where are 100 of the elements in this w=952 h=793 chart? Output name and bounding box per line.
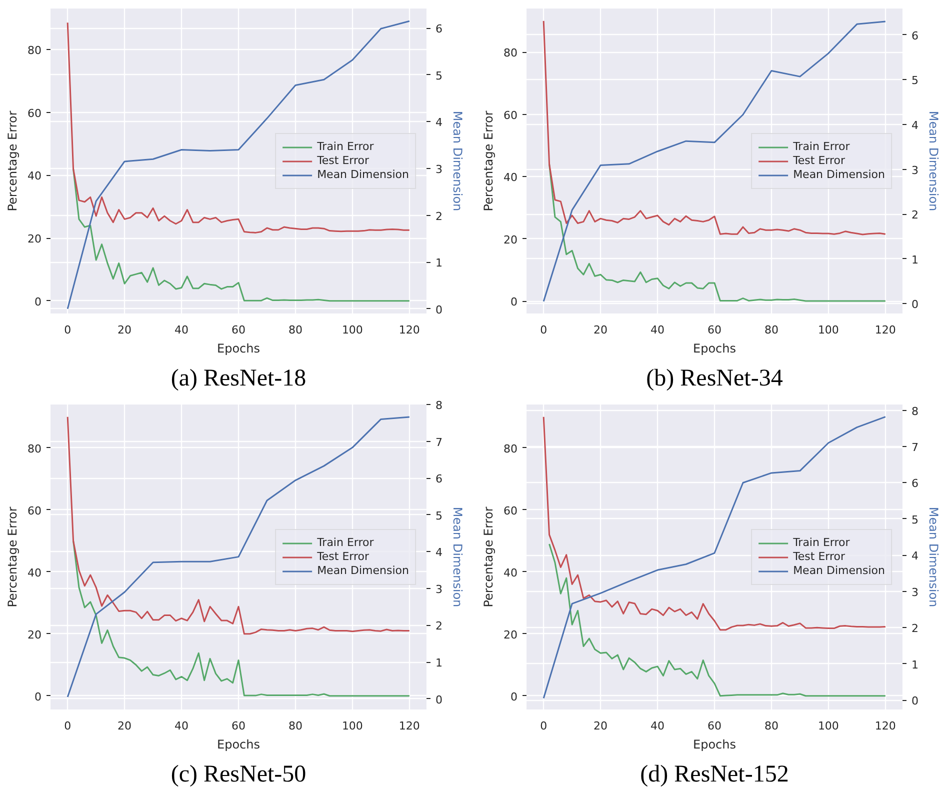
y2-tick-label: 2	[912, 622, 918, 636]
x-tick-label: 100	[818, 720, 839, 732]
text: (a) ResNet-18	[170, 366, 306, 392]
y2-axis-title: Mean Dimension	[926, 110, 940, 212]
y2-tick-label: 4	[436, 116, 442, 130]
y2-tick-label: 5	[436, 69, 442, 82]
y2-tick-label: 5	[912, 74, 918, 88]
y-axis-title: Percentage Error	[482, 506, 496, 608]
y-tick-label: 60	[504, 504, 518, 518]
x-tick-label: 40	[650, 324, 665, 336]
y-tick-label: 80	[28, 44, 42, 57]
y2-tick-label: 2	[436, 620, 442, 633]
x-tick-label: 20	[594, 324, 608, 336]
x-tick-label: 60	[708, 720, 722, 732]
y2-tick-label: 1	[436, 256, 442, 270]
x-tick-label: 80	[764, 720, 778, 732]
y-tick-label: 40	[28, 170, 42, 183]
y2-tick-label: 6	[912, 477, 918, 490]
x-axis-title: Epochs	[217, 738, 260, 752]
text: (c) ResNet-50	[170, 762, 306, 788]
y2-tick-label: 8	[912, 404, 918, 418]
y2-tick-label: 1	[912, 253, 918, 266]
y-tick-label: 20	[28, 628, 42, 642]
y2-tick-label: 6	[436, 472, 442, 486]
y-axis-title: Percentage Error	[482, 110, 496, 212]
y2-tick-label: 8	[436, 399, 442, 412]
y2-tick-label: 6	[436, 22, 442, 36]
legend-label: Test Error	[317, 154, 370, 168]
x-tick-label: 120	[874, 324, 896, 336]
y-tick-label: 40	[28, 566, 42, 580]
y-tick-label: 0	[34, 690, 42, 704]
x-tick-label: 20	[118, 324, 132, 336]
x-tick-label: 100	[342, 720, 363, 732]
legend-label: Test Error	[317, 550, 370, 564]
y-tick-label: 20	[28, 232, 42, 246]
x-tick-label: 20	[594, 720, 608, 732]
x-tick-label: 120	[398, 720, 420, 732]
x-tick-label: 40	[650, 720, 665, 732]
legend-label: Mean Dimension	[793, 168, 885, 182]
y2-tick-label: 6	[912, 29, 918, 42]
legend-label: Train Error	[317, 536, 374, 550]
x-tick-label: 80	[764, 324, 778, 336]
y2-tick-label: 5	[436, 509, 442, 522]
y2-axis-title: Mean Dimension	[926, 506, 940, 608]
x-tick-label: 0	[64, 324, 72, 336]
y2-axis-title: Mean Dimension	[450, 110, 464, 212]
y2-tick-label: 0	[436, 303, 442, 316]
legend-label: Train Error	[317, 140, 374, 154]
y2-tick-label: 5	[912, 513, 918, 526]
y2-tick-label: 0	[912, 694, 918, 708]
x-tick-label: 0	[540, 720, 548, 732]
y-tick-label: 0	[510, 296, 518, 309]
y-tick-label: 40	[504, 171, 518, 184]
y2-tick-label: 3	[436, 582, 442, 596]
y2-tick-label: 1	[436, 656, 442, 670]
y-tick-label: 40	[504, 566, 518, 580]
y-tick-label: 80	[504, 442, 518, 456]
y-tick-label: 60	[28, 106, 42, 120]
y2-tick-label: 1	[912, 658, 918, 672]
y2-tick-label: 7	[436, 436, 442, 449]
y2-tick-label: 3	[912, 586, 918, 599]
y2-tick-label: 0	[912, 298, 918, 312]
y-tick-label: 60	[28, 504, 42, 518]
x-tick-label: 120	[874, 720, 896, 732]
x-tick-label: 80	[288, 324, 302, 336]
y-tick-label: 0	[34, 295, 42, 308]
x-tick-label: 100	[342, 324, 363, 336]
y-tick-label: 60	[504, 108, 518, 122]
x-tick-label: 0	[64, 720, 72, 732]
x-tick-label: 100	[818, 324, 839, 336]
text: (b) ResNet-34	[646, 366, 783, 392]
x-tick-label: 120	[398, 324, 420, 336]
legend-label: Mean Dimension	[317, 564, 409, 578]
x-axis-title: Epochs	[693, 342, 736, 356]
text: (d) ResNet-152	[640, 762, 789, 788]
y2-tick-label: 3	[436, 162, 442, 176]
y2-tick-label: 7	[912, 441, 918, 454]
x-tick-label: 40	[174, 720, 189, 732]
y-axis-title: Percentage Error	[6, 110, 20, 212]
y2-tick-label: 0	[436, 693, 442, 706]
legend-label: Mean Dimension	[793, 564, 885, 578]
y-tick-label: 20	[504, 233, 518, 246]
legend-label: Train Error	[793, 140, 850, 154]
y2-tick-label: 2	[912, 208, 918, 222]
x-tick-label: 40	[174, 324, 189, 336]
legend-label: Test Error	[793, 154, 846, 168]
x-tick-label: 60	[232, 720, 246, 732]
y2-axis-title: Mean Dimension	[450, 506, 464, 608]
y2-tick-label: 4	[912, 119, 918, 132]
y-tick-label: 0	[510, 690, 518, 704]
y-tick-label: 80	[504, 46, 518, 60]
y2-tick-label: 4	[436, 546, 442, 560]
x-axis-title: Epochs	[217, 342, 260, 356]
y2-tick-label: 4	[912, 550, 918, 563]
y-tick-label: 20	[504, 628, 518, 642]
y2-tick-label: 2	[436, 210, 442, 223]
x-tick-label: 60	[232, 324, 246, 336]
x-axis-title: Epochs	[693, 738, 736, 752]
x-tick-label: 20	[118, 720, 132, 732]
y2-tick-label: 3	[912, 164, 918, 177]
